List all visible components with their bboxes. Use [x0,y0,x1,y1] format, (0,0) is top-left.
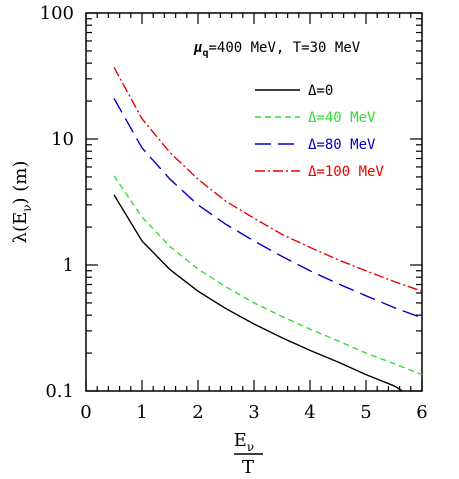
y-tick-label: 0.1 [45,381,74,402]
legend-label-3: Δ=100 MeV [308,164,384,180]
y-tick-label: 10 [51,129,74,150]
tick-marks [85,12,423,392]
legend-label-1: Δ=40 MeV [308,110,376,126]
x-axis-label-num-sub: ν [247,440,254,454]
y-tick-label: 100 [40,3,74,24]
y-axis-label-sub: ν [20,204,34,211]
series-line-0 [113,194,403,391]
x-tick-label: 6 [416,402,427,423]
y-tick-labels: 0.1 1 10 100 [40,3,74,402]
series-lines [113,67,422,391]
series-line-2 [113,98,422,319]
x-tick-label: 1 [136,402,147,423]
x-axis-label-denominator: T [242,457,254,478]
x-tick-label: 5 [360,402,371,423]
legend-label-0: Δ=0 [308,83,333,99]
legend: Δ=0 Δ=40 MeV Δ=80 MeV Δ=100 MeV [255,83,384,180]
y-axis-label: λ(Eν) (m) [10,161,34,244]
x-tick-label: 0 [80,402,91,423]
x-axis-label-num-text: E [234,430,247,451]
x-tick-label: 3 [248,402,259,423]
y-tick-label: 1 [63,255,74,276]
series-line-1 [113,175,422,376]
y-axis-label-suffix: ) (m) [10,161,31,205]
annotation-mu: μ [193,40,202,56]
y-axis-label-prefix: λ(E [10,212,31,244]
annotation-mu-sub: q [202,48,208,59]
x-tick-label: 2 [192,402,203,423]
annotation-text: μq=400 MeV, T=30 MeV [193,40,361,59]
annotation-main: =400 MeV, T=30 MeV [208,40,360,56]
legend-label-2: Δ=80 MeV [308,137,376,153]
x-tick-labels: 0 1 2 3 4 5 6 [80,402,427,423]
plot-frame [85,12,423,392]
x-tick-label: 4 [304,402,315,423]
x-axis-label-numerator: Eν [234,430,254,454]
series-line-3 [113,67,422,292]
